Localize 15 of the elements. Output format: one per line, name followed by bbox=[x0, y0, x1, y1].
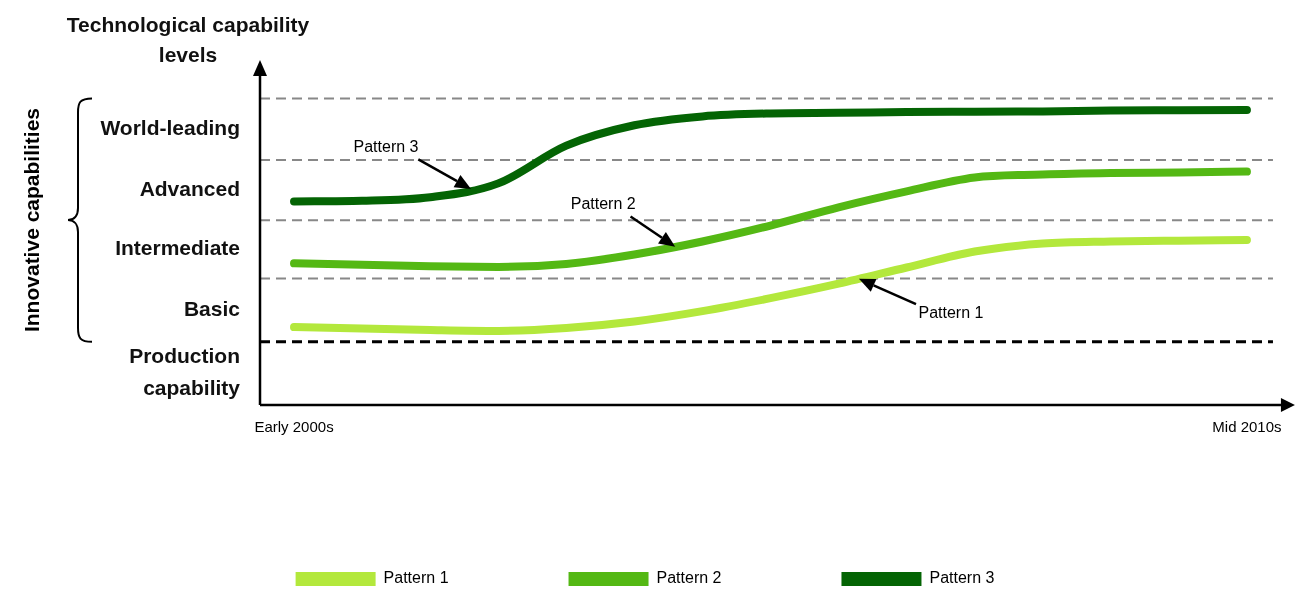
text: Basic bbox=[183, 296, 241, 320]
x-tick-label: Mid 2010s bbox=[1212, 418, 1282, 436]
text: Advanced bbox=[139, 176, 240, 200]
text: Production capability bbox=[129, 344, 241, 400]
text: Innovative capabilities bbox=[19, 107, 44, 335]
annotation: Pattern 1 bbox=[918, 304, 984, 322]
text: Intermediate bbox=[115, 236, 240, 260]
text: World-leading bbox=[100, 116, 240, 140]
legend-label: Pattern 3 bbox=[929, 569, 995, 587]
annotation: Pattern 3 bbox=[353, 138, 419, 156]
legend-label: Pattern 2 bbox=[656, 569, 722, 587]
x-tick-label: Early 2000s bbox=[254, 418, 334, 436]
annotation: Pattern 2 bbox=[570, 195, 636, 213]
y-axis-title: Technological capability levels bbox=[66, 12, 310, 66]
legend-label: Pattern 1 bbox=[383, 569, 449, 587]
